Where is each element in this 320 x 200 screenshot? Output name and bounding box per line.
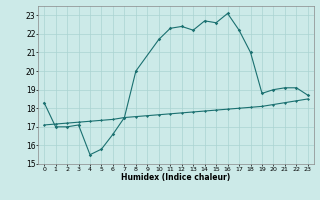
- X-axis label: Humidex (Indice chaleur): Humidex (Indice chaleur): [121, 173, 231, 182]
